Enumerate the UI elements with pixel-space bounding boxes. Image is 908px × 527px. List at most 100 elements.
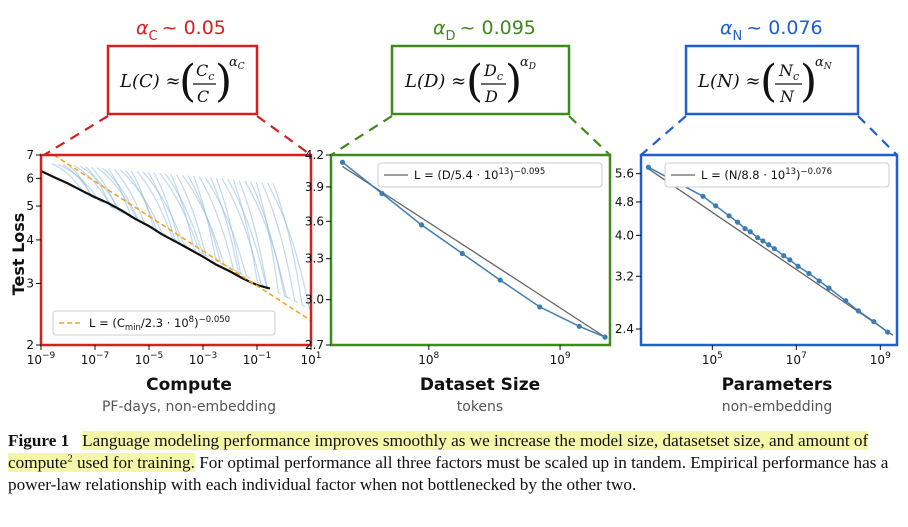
params-header: αN ~ 0.076 L(N) ≈ ( Nc N ) αN [640,17,898,156]
legend: L = (N/8.8 · 1013)−0.076 [664,162,890,188]
data-point [742,226,748,232]
fit-line [648,168,894,336]
compute-header: αC ~ 0.05 L(C) ≈ ( Cc C ) αC [43,17,312,156]
data-point [843,298,849,304]
data-point [602,334,608,340]
data-point [787,257,793,263]
data-point [537,304,543,310]
data-point [726,213,732,219]
params-x-sublabel: non-embedding [722,399,833,415]
svg-text:): ) [800,56,817,107]
learning-curve [266,182,311,311]
x-tick-label: 107 [786,351,807,367]
learning-curve [244,180,291,300]
learning-curve [51,163,88,196]
svg-text:C: C [197,87,209,106]
svg-text:L(C) ≈: L(C) ≈ [119,71,181,92]
svg-text:L(D) ≈: L(D) ≈ [404,71,466,92]
learning-curve [130,170,157,231]
data-point [871,318,877,325]
compute-alpha-label: αC ~ 0.05 [136,17,226,44]
data-point [766,242,772,248]
scaling-laws-figure: αC ~ 0.05 L(C) ≈ ( Cc C ) αC αD ~ 0.095 L(… [9,17,899,415]
data-point [806,270,812,277]
x-tick-label: 10−5 [135,351,164,367]
caption-highlight-text-1: Language modeling performance improves s… [8,431,869,472]
y-tick-label: 3.9 [305,180,324,194]
data-point [379,190,385,197]
svg-text:D: D [484,87,498,106]
learning-curve [125,169,160,233]
plot-area [339,159,608,340]
data-point [700,193,706,199]
dataset-x-sublabel: tokens [457,399,503,415]
learning-curve [249,181,288,298]
x-tick-label: 10−3 [189,351,218,367]
svg-text:(: ( [466,56,483,107]
params-chart: 2.4 3.2 4.0 4.8 5.6 105 107 109 L = (N/8.8 · 101… [615,153,899,367]
legend: L = (Cmin/2.3 · 108)−0.050 [52,310,276,336]
y-tick-label: 7 [26,148,34,162]
svg-text:Dc: Dc [483,61,503,83]
compute-formula-box [106,44,259,116]
learning-curve [91,166,121,213]
learning-curve [85,166,114,209]
x-tick-label: 10−9 [27,351,56,367]
x-tick-label: 109 [870,351,891,367]
svg-text:L(N) ≈: L(N) ≈ [697,71,761,92]
data-point [795,263,801,269]
dataset-chart: 2.7 3.0 3.3 3.6 3.9 4.2 108 109 L = (D/5.4 · 101… [305,148,612,367]
dataset-formula: L(D) ≈ ( Dc D ) αD [404,55,536,107]
data-point [645,164,651,170]
learning-curve [221,178,265,287]
legend: L = (D/5.4 · 1013)−0.095 [377,162,603,188]
params-formula-box [684,44,860,116]
params-formula: L(N) ≈ ( Nc N ) αN [697,55,833,107]
svg-text:(: ( [760,56,777,107]
learning-curve [272,183,306,307]
compute-x-label: Compute [146,375,232,395]
learning-curve [142,171,188,247]
data-point [755,235,761,241]
y-tick-label: 4.8 [615,195,634,209]
plot-frame [39,153,313,347]
dataset-x-label: Dataset Size [420,375,540,395]
y-tick-label: 3.6 [305,214,324,228]
y-tick-label: 3.2 [615,269,634,283]
svg-text:): ) [215,56,232,107]
plot-area [41,155,311,322]
caption-footnote[interactable]: 2 [67,452,73,465]
svg-text:N: N [779,87,795,106]
dataset-header: αD ~ 0.095 L(D) ≈ ( Dc D ) αD [330,17,611,156]
learning-curve [68,164,95,199]
frontier-line [41,170,271,290]
svg-text:αC: αC [229,55,245,72]
learning-curve [164,173,207,257]
data-point [855,308,861,314]
svg-text:): ) [505,56,522,107]
learning-curve [255,181,281,295]
learning-curve [159,172,204,255]
learning-curve [204,176,251,279]
x-tick-label: 10−7 [81,351,110,367]
data-line [341,161,606,338]
compute-chart: 2 3 4 5 6 7 10−9 10−7 10−5 10−3 10−1 101 L = (Cmin/2… [26,148,321,367]
x-tick-label: 108 [418,351,439,367]
x-tick-label: 109 [550,351,571,367]
learning-curve [215,177,243,275]
dataset-alpha-label: αD ~ 0.095 [433,17,536,44]
x-tick-label: 105 [702,351,723,367]
learning-curve [227,179,271,289]
svg-text:Cc: Cc [196,61,214,83]
y-axis-label: Test Loss [9,213,28,296]
data-point [885,329,891,335]
y-tick-label: 4.0 [615,228,634,242]
data-point [760,238,766,244]
data-point [339,159,346,165]
figure-caption: Figure 1 Language modeling performance i… [8,430,902,496]
learning-curve [261,182,298,304]
svg-text:αD: αD [520,55,536,72]
y-tick-label: 2.7 [305,338,324,352]
compute-formula: L(C) ≈ ( Cc C ) αC [119,55,245,107]
params-alpha-label: αN ~ 0.076 [720,17,823,44]
